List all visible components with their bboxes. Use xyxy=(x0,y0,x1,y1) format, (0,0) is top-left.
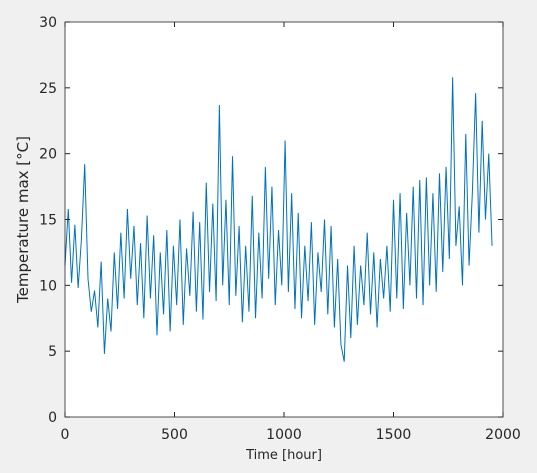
plot-area xyxy=(65,22,503,417)
x-tick-label: 500 xyxy=(161,427,188,443)
x-tick-label: 1000 xyxy=(266,427,302,443)
x-tick-label: 0 xyxy=(61,427,70,443)
y-tick-label: 20 xyxy=(39,147,57,163)
y-tick-label: 10 xyxy=(39,278,57,294)
y-tick-label: 30 xyxy=(39,15,57,31)
x-tick-label: 2000 xyxy=(485,427,521,443)
data-line xyxy=(64,77,493,362)
x-axis-label: Time [hour] xyxy=(245,448,322,463)
y-axis-label: Temperature max [°C] xyxy=(14,136,32,304)
y-tick-label: 0 xyxy=(48,410,57,426)
y-tick-label: 15 xyxy=(39,213,57,229)
y-tick-label: 25 xyxy=(39,81,57,97)
y-tick-label: 5 xyxy=(48,344,57,360)
x-tick-label: 1500 xyxy=(376,427,412,443)
